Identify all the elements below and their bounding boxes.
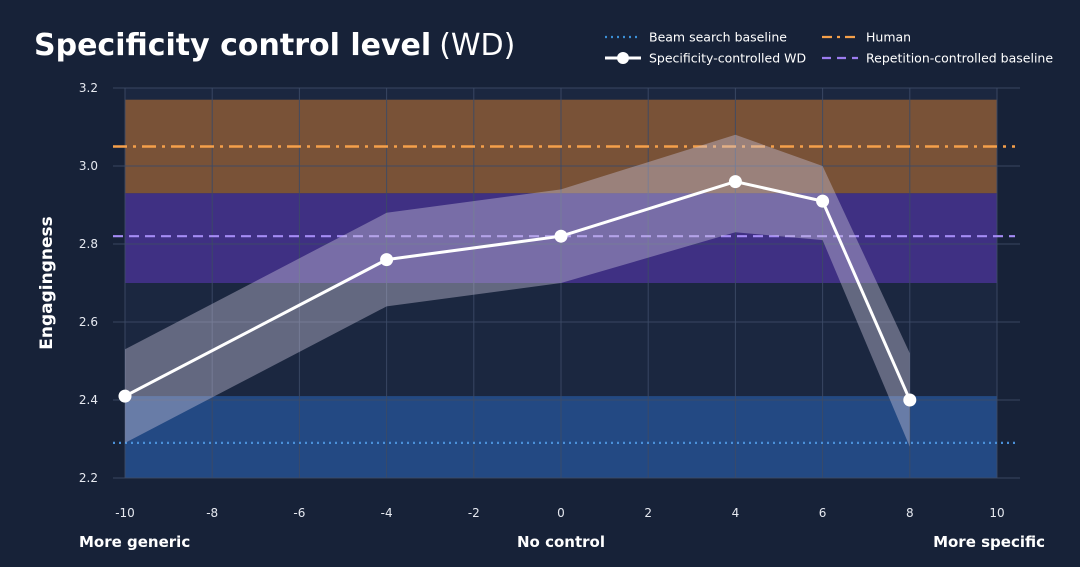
x-tick-label-2: -6 bbox=[293, 506, 305, 520]
wd-point-3 bbox=[728, 175, 742, 189]
legend-item-specificity-controlled-wd: Specificity-controlled WD bbox=[605, 51, 806, 66]
x-tick-labels: -10 -8 -6 -4 -2 0 2 4 6 8 10 bbox=[115, 506, 1004, 520]
title-subtitle: (WD) bbox=[439, 28, 516, 63]
y-tick-label-4: 3.0 bbox=[79, 159, 98, 173]
y-tick-label-1: 2.4 bbox=[79, 393, 98, 407]
x-tick-label-3: -4 bbox=[381, 506, 393, 520]
y-tick-label-5: 3.2 bbox=[79, 81, 98, 95]
wd-confidence-band bbox=[125, 134, 910, 447]
y-axis-title: Engagingness bbox=[37, 216, 57, 350]
legend: Beam search baseline Human Specificity-con… bbox=[605, 30, 1053, 66]
wd-line bbox=[124, 180, 912, 401]
bottom-label-right: More specific bbox=[933, 533, 1045, 551]
legend-label-0: Beam search baseline bbox=[649, 30, 787, 45]
wd-point-0 bbox=[118, 389, 132, 403]
bottom-label-left: More generic bbox=[79, 533, 190, 551]
x-tick-label-4: -2 bbox=[468, 506, 480, 520]
x-tick-label-1: -8 bbox=[206, 506, 218, 520]
y-tick-labels: 2.2 2.4 2.6 2.8 3.0 3.2 bbox=[79, 81, 98, 485]
x-tick-label-6: 2 bbox=[644, 506, 652, 520]
wd-point-5 bbox=[903, 393, 917, 407]
legend-label-2: Specificity-controlled WD bbox=[649, 51, 806, 66]
bottom-label-center: No control bbox=[517, 533, 605, 551]
x-tick-label-8: 6 bbox=[819, 506, 827, 520]
title-main: Specificity control level bbox=[34, 28, 432, 63]
legend-label-3: Repetition-controlled baseline bbox=[866, 51, 1053, 66]
legend-item-repetition-controlled-baseline: Repetition-controlled baseline bbox=[822, 51, 1053, 66]
legend-item-beam-search-baseline: Beam search baseline bbox=[605, 30, 787, 45]
wd-series bbox=[118, 175, 917, 407]
legend-label-1: Human bbox=[866, 30, 911, 45]
y-tick-label-0: 2.2 bbox=[79, 471, 98, 485]
legend-item-human: Human bbox=[822, 30, 911, 45]
chart-title: Specificity control level (WD) bbox=[34, 26, 515, 66]
x-tick-label-7: 4 bbox=[732, 506, 740, 520]
x-tick-label-9: 8 bbox=[906, 506, 914, 520]
legend-marker-2 bbox=[617, 52, 629, 64]
y-tick-label-3: 2.8 bbox=[79, 237, 98, 251]
y-tick-label-2: 2.6 bbox=[79, 315, 98, 329]
x-tick-label-10: 10 bbox=[989, 506, 1004, 520]
wd-point-2 bbox=[554, 229, 568, 243]
wd-point-1 bbox=[380, 253, 394, 267]
x-tick-label-5: 0 bbox=[557, 506, 565, 520]
wd-band bbox=[125, 134, 910, 447]
x-tick-label-0: -10 bbox=[115, 506, 135, 520]
wd-point-4 bbox=[816, 194, 830, 208]
